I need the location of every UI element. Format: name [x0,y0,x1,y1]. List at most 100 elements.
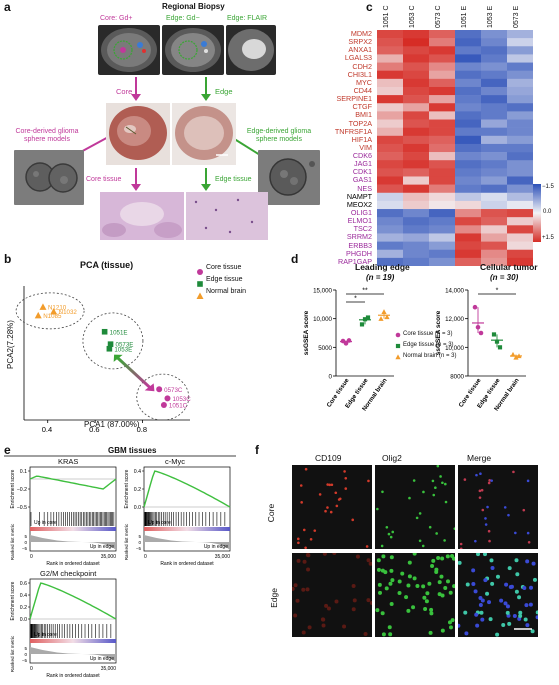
heatmap-cell [377,152,403,161]
gsea-sub-tick-label: −5 [136,546,142,551]
heatmap-cell [429,111,455,120]
gene-label: JAG1 [354,159,372,169]
gsea-sub-tick-label: 0 [138,540,141,545]
heatmap-cell [455,86,481,96]
heatmap-cell [481,78,507,88]
scale-tick-min: −1.5 [542,184,554,190]
heatmap-cell [403,176,429,185]
heatmap-cell [481,184,507,194]
heatmap-cell [507,168,533,177]
gsea-ylabel: Enrichment score [124,469,130,508]
pca-x-tick-label: 0.4 [42,425,52,434]
heatmap-cell [429,168,455,177]
heatmap-cell [403,86,429,96]
mri-label-core: Core: Gd+ [100,15,133,22]
heatmap-cell [481,95,507,104]
heatmap-cell [481,160,507,169]
gsea-enrichment-curve [29,475,117,490]
heatmap-column-label: 1051 E [461,5,468,28]
heatmap-cell [429,184,455,194]
heatmap-cell [507,241,533,251]
pca-legend-marker [196,292,204,299]
heatmap-cell [377,200,403,210]
ssgsea-point [359,322,365,327]
heatmap-cell [481,54,507,63]
pca-point-core [156,386,163,393]
pca-legend-edge: Edge tissue [206,276,243,283]
heatmap-cell [481,127,507,137]
gsea-frame [29,578,117,664]
gene-label: SRPX2 [348,37,372,47]
pca-x-tick-label: 0.6 [89,425,99,434]
heatmap-cell [403,233,429,242]
ssgsea-point [478,330,484,336]
pca-point-normal [50,307,58,315]
gene-label: TOP2A [348,118,372,128]
leading-edge-title: Leading edge [355,262,410,272]
heatmap-cell [455,103,481,112]
ssgsea-y-tick-label: 12,000 [445,316,464,323]
ssgsea-point [510,351,516,357]
heatmap-cell [455,249,481,259]
heatmap-cell [455,160,481,169]
heatmap-cell [377,209,403,218]
heatmap-cell [429,103,455,112]
heatmap-cell [481,200,507,210]
gsea-y-tick-label: 0.1 [20,469,27,475]
panel-label-b: b [4,252,12,266]
heatmap-cell [481,192,507,202]
pca-point-label: N1085 [43,313,62,320]
heatmap-cell [377,46,403,55]
heatmap-cell [429,70,455,80]
heatmap-cell [455,233,481,242]
heatmap-cell [403,200,429,210]
ssgsea-point [475,324,481,330]
heatmap-cell [403,78,429,88]
heatmap-cell [377,176,403,185]
gene-label: GAS1 [352,175,372,185]
heatmap-cell [507,86,533,96]
leading-edge-n: (n = 19) [366,273,395,282]
heatmap-cell [507,62,533,71]
heatmap-cell [403,46,429,55]
gsea-xlabel: Rank in ordered dataset [46,561,100,567]
heatmap-cell [403,209,429,218]
heatmap-cell [403,111,429,120]
gsea-ranked-label: Ranked list metric [10,523,15,560]
heatmap-cell [507,111,533,120]
heatmap-cell [377,249,403,259]
gene-label: OLIG1 [350,208,372,218]
heatmap-cell [507,103,533,112]
mri-label-flair: Edge: FLAIR [227,15,268,22]
core-label: Core [116,87,133,96]
gsea-y-tick-label: 0.0 [20,617,27,623]
heatmap-cell [429,200,455,210]
heatmap-cell [507,152,533,161]
heatmap-cell [429,257,455,266]
pca-title: PCA (tissue) [80,260,134,270]
heatmap-cell [429,78,455,88]
panel-label-d: d [291,252,299,266]
gene-label: MDM2 [350,29,372,38]
gsea-up-edge-label: Up in edge [90,656,114,662]
pca-point-label: 0573E [116,342,134,349]
ssgsea-legend-marker [395,354,401,360]
gene-label: NAMPT [346,191,372,201]
heatmap-cell [377,111,403,120]
pca-arrow-head [144,383,155,392]
heatmap-cell [481,233,507,242]
heatmap-cell [377,192,403,202]
heatmap-cell [377,160,403,169]
mri-image-core [98,25,160,75]
heatmap-cell [429,119,455,128]
heatmap-cell [507,127,533,137]
gsea-ranked-label: Ranked list metric [10,635,15,672]
heatmap-cell [429,225,455,234]
ssgsea-y-tick-label: 10,000 [313,316,332,323]
heatmap-cell [481,168,507,177]
heatmap-cell [507,30,533,39]
gsea-title-cmyc: c-Myc [165,457,185,466]
heatmap-color-scale [533,184,541,242]
